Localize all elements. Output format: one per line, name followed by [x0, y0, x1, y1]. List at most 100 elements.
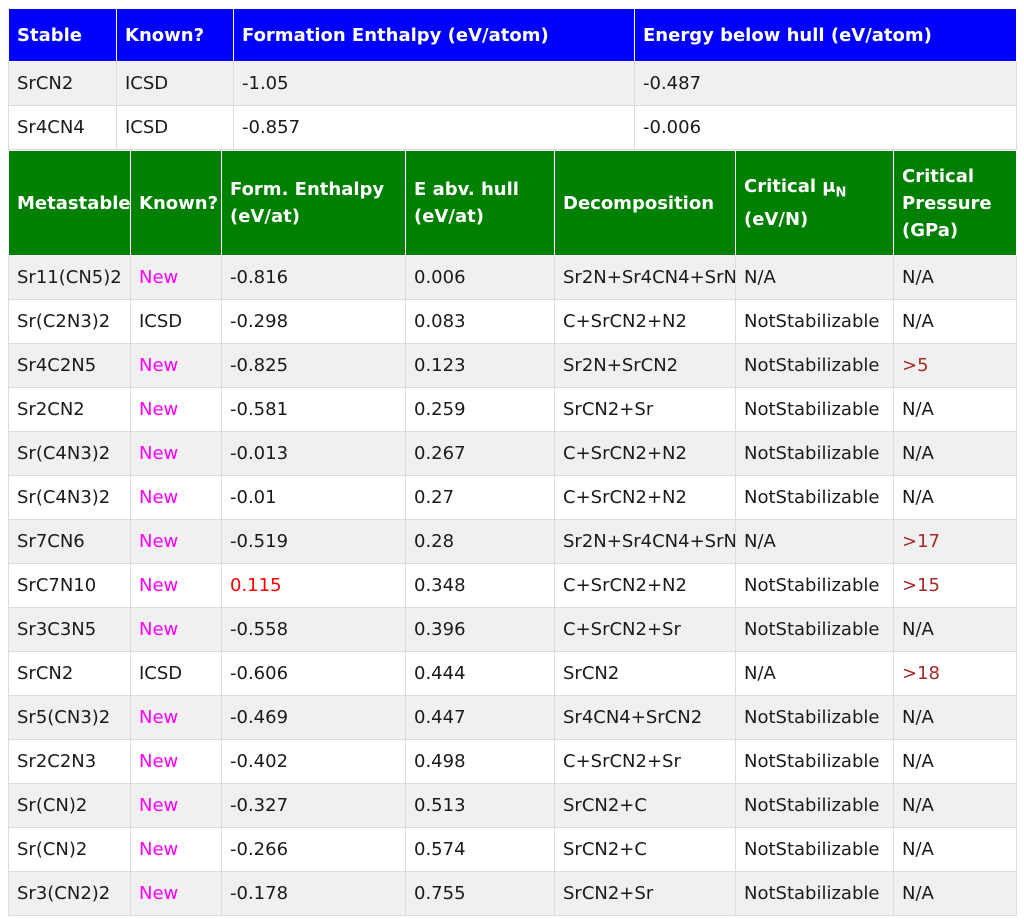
cell-hull: 0.447	[405, 695, 555, 740]
cell-formula: SrC7N10	[8, 563, 131, 608]
critical-mu-label: Critical μ	[744, 175, 836, 197]
cell-hull: 0.348	[405, 563, 555, 608]
cell-formula: Sr2C2N3	[8, 739, 131, 784]
metastable-table-body: Sr11(CN5)2 New -0.816 0.006 Sr2N+Sr4CN4+SrN N…	[8, 255, 1017, 916]
cell-mu: NotStabilizable	[735, 343, 894, 388]
cell-mu: NotStabilizable	[735, 431, 894, 476]
cell-known: New	[130, 387, 222, 432]
cell-pressure: >17	[893, 519, 1017, 564]
cell-known: ICSD	[130, 299, 222, 344]
cell-decomp: C+SrCN2+N2	[554, 299, 736, 344]
cell-mu: NotStabilizable	[735, 739, 894, 784]
cell-enthalpy: -0.178	[221, 871, 406, 916]
cell-known: New	[130, 695, 222, 740]
table-row: Sr3C3N5 New -0.558 0.396 C+SrCN2+Sr NotStabil…	[8, 607, 1017, 652]
cell-formula: Sr4CN4	[8, 105, 117, 150]
cell-decomp: SrCN2+C	[554, 783, 736, 828]
cell-pressure: N/A	[893, 431, 1017, 476]
cell-pressure: N/A	[893, 695, 1017, 740]
table-row: Sr(CN)2 New -0.266 0.574 SrCN2+C NotStabiliza…	[8, 827, 1017, 872]
table-row: Sr(CN)2 New -0.327 0.513 SrCN2+C NotStabiliza…	[8, 783, 1017, 828]
cell-mu: NotStabilizable	[735, 871, 894, 916]
cell-hull: -0.487	[634, 61, 1017, 106]
cell-enthalpy: -0.469	[221, 695, 406, 740]
cell-hull: -0.006	[634, 105, 1017, 150]
cell-enthalpy: -0.013	[221, 431, 406, 476]
cell-known: ICSD	[130, 651, 222, 696]
cell-hull: 0.574	[405, 827, 555, 872]
cell-known: New	[130, 739, 222, 784]
cell-mu: N/A	[735, 651, 894, 696]
table-row: SrCN2 ICSD -1.05 -0.487	[8, 61, 1017, 106]
cell-known: New	[130, 475, 222, 520]
cell-decomp: Sr2N+Sr4CN4+SrN	[554, 255, 736, 300]
cell-hull: 0.259	[405, 387, 555, 432]
stable-table-body: SrCN2 ICSD -1.05 -0.487 Sr4CN4 ICSD -0.857 -0.0…	[8, 61, 1017, 150]
cell-mu: NotStabilizable	[735, 563, 894, 608]
cell-enthalpy: -0.266	[221, 827, 406, 872]
cell-formula: Sr5(CN3)2	[8, 695, 131, 740]
critical-mu-unit: (eV/N)	[744, 209, 809, 231]
cell-hull: 0.27	[405, 475, 555, 520]
cell-hull: 0.444	[405, 651, 555, 696]
cell-known: New	[130, 519, 222, 564]
header-known: Known?	[116, 8, 234, 62]
cell-decomp: C+SrCN2+N2	[554, 563, 736, 608]
cell-decomp: SrCN2+Sr	[554, 387, 736, 432]
header-energy-below-hull: Energy below hull (eV/atom)	[634, 8, 1017, 62]
cell-mu: NotStabilizable	[735, 387, 894, 432]
cell-known: New	[130, 607, 222, 652]
cell-pressure: N/A	[893, 387, 1017, 432]
cell-formula: Sr(CN)2	[8, 827, 131, 872]
table-row: Sr4CN4 ICSD -0.857 -0.006	[8, 105, 1017, 150]
cell-enthalpy: -1.05	[233, 61, 635, 106]
cell-enthalpy: -0.825	[221, 343, 406, 388]
cell-known: New	[130, 827, 222, 872]
cell-pressure: >5	[893, 343, 1017, 388]
table-row: SrC7N10 New 0.115 0.348 C+SrCN2+N2 NotStabili…	[8, 563, 1017, 608]
cell-mu: N/A	[735, 255, 894, 300]
table-row: Sr2CN2 New -0.581 0.259 SrCN2+Sr NotStabiliza…	[8, 387, 1017, 432]
cell-decomp: SrCN2	[554, 651, 736, 696]
header-form-enthalpy: Form. Enthalpy (eV/at)	[221, 150, 406, 256]
cell-hull: 0.123	[405, 343, 555, 388]
cell-mu: NotStabilizable	[735, 783, 894, 828]
cell-decomp: SrCN2+C	[554, 827, 736, 872]
cell-hull: 0.083	[405, 299, 555, 344]
cell-pressure: >15	[893, 563, 1017, 608]
cell-formula: Sr(C4N3)2	[8, 431, 131, 476]
cell-enthalpy: 0.115	[221, 563, 406, 608]
cell-decomp: Sr2N+Sr4CN4+SrN	[554, 519, 736, 564]
tables-container: Stable Known? Formation Enthalpy (eV/ato…	[8, 8, 1017, 916]
cell-pressure: N/A	[893, 827, 1017, 872]
cell-hull: 0.396	[405, 607, 555, 652]
cell-enthalpy: -0.857	[233, 105, 635, 150]
cell-hull: 0.267	[405, 431, 555, 476]
cell-decomp: C+SrCN2+N2	[554, 475, 736, 520]
cell-known: ICSD	[116, 105, 234, 150]
cell-formula: Sr3C3N5	[8, 607, 131, 652]
cell-formula: Sr4C2N5	[8, 343, 131, 388]
cell-mu: N/A	[735, 519, 894, 564]
cell-mu: NotStabilizable	[735, 475, 894, 520]
header-critical-pressure: Critical Pressure (GPa)	[893, 150, 1017, 256]
cell-decomp: Sr2N+SrCN2	[554, 343, 736, 388]
cell-formula: Sr11(CN5)2	[8, 255, 131, 300]
cell-enthalpy: -0.581	[221, 387, 406, 432]
metastable-table: Metastable Known? Form. Enthalpy (eV/at)…	[8, 150, 1017, 916]
cell-hull: 0.006	[405, 255, 555, 300]
cell-known: New	[130, 871, 222, 916]
cell-mu: NotStabilizable	[735, 299, 894, 344]
cell-hull: 0.513	[405, 783, 555, 828]
cell-decomp: C+SrCN2+N2	[554, 431, 736, 476]
header-formation-enthalpy: Formation Enthalpy (eV/atom)	[233, 8, 635, 62]
header-critical-mu: Critical μN (eV/N)	[735, 150, 894, 256]
cell-enthalpy: -0.816	[221, 255, 406, 300]
cell-pressure: N/A	[893, 255, 1017, 300]
table-row: Sr7CN6 New -0.519 0.28 Sr2N+Sr4CN4+SrN N/A >17	[8, 519, 1017, 564]
header-known: Known?	[130, 150, 222, 256]
cell-enthalpy: -0.298	[221, 299, 406, 344]
cell-formula: Sr(C4N3)2	[8, 475, 131, 520]
cell-enthalpy: -0.558	[221, 607, 406, 652]
cell-pressure: N/A	[893, 607, 1017, 652]
